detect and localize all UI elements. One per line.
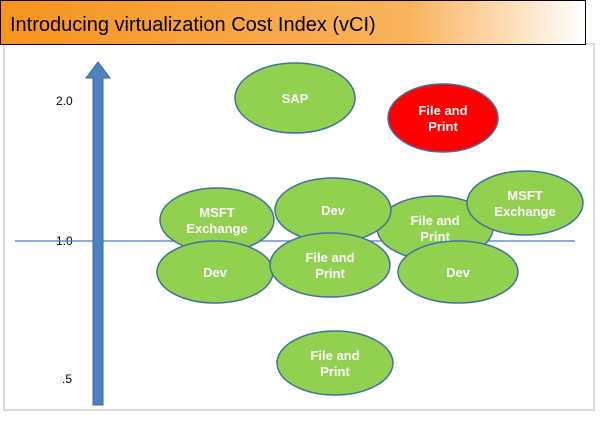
node: Dev: [397, 240, 519, 304]
axis-label: 2.0: [56, 94, 73, 108]
axis-arrow: [85, 61, 111, 406]
node: MSFT Exchange: [466, 170, 584, 236]
node: Dev: [156, 240, 274, 304]
node: File and Print: [387, 83, 499, 153]
node-label-line: SAP: [282, 91, 309, 106]
node-label-line: Print: [428, 119, 458, 134]
node: File and Print: [269, 232, 391, 298]
node-label-line: MSFT: [507, 188, 542, 203]
node-label-line: Dev: [203, 265, 228, 280]
node-label: MSFT Exchange: [186, 205, 247, 236]
title-bar: [0, 0, 586, 45]
node-shape: [387, 83, 499, 153]
node-label: Dev: [321, 203, 346, 218]
node: MSFT Exchange: [159, 187, 275, 253]
node-label: Dev: [203, 265, 228, 280]
node-shape: [269, 232, 391, 298]
node-label-line: Print: [420, 229, 450, 244]
node-label: MSFT Exchange: [494, 188, 555, 219]
node-label-line: Print: [315, 266, 345, 281]
node-label: File and Print: [310, 348, 359, 379]
node-label-line: Print: [320, 364, 350, 379]
title: Introducing virtualization Cost Index (v…: [10, 14, 376, 36]
node-shape: [397, 240, 519, 304]
node-label-line: MSFT: [199, 205, 234, 220]
node-shape: [466, 170, 584, 236]
node-label-line: Dev: [446, 265, 471, 280]
node-label-line: File and: [310, 348, 359, 363]
axis-label: .5: [62, 372, 72, 386]
node-label-line: File and: [418, 103, 467, 118]
node-shape: [276, 330, 394, 396]
node-shape: [234, 62, 356, 134]
node: File and Print: [276, 330, 394, 396]
node-label-line: Dev: [321, 203, 346, 218]
node-label: File and Print: [418, 103, 467, 134]
node-label-line: File and: [410, 213, 459, 228]
node: SAP: [234, 62, 356, 134]
node-label: Dev: [446, 265, 471, 280]
node-label-line: Exchange: [494, 204, 555, 219]
node-label-line: File and: [305, 250, 354, 265]
node-label: File and Print: [410, 213, 459, 244]
node-label-line: Exchange: [186, 221, 247, 236]
node-label: File and Print: [305, 250, 354, 281]
node-label: SAP: [282, 91, 309, 106]
